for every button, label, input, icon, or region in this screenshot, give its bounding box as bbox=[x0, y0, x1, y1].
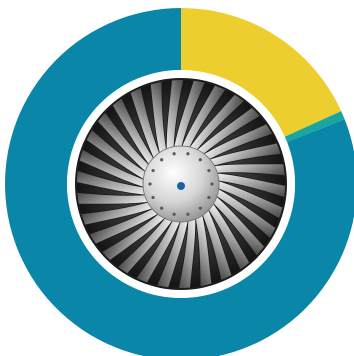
hub-bolt bbox=[186, 212, 190, 216]
hub-bolt bbox=[207, 195, 211, 200]
hub-center-dot bbox=[177, 182, 185, 190]
hub-bolts bbox=[148, 152, 214, 216]
hub-bolt bbox=[172, 212, 176, 216]
fan-blade bbox=[77, 142, 146, 189]
hub-bolt bbox=[186, 152, 190, 156]
fan-blade bbox=[151, 218, 189, 288]
fan-blade bbox=[214, 172, 285, 202]
hub-bolt bbox=[210, 182, 214, 186]
fan-blade bbox=[77, 201, 155, 229]
fan-blade bbox=[77, 166, 148, 196]
fan-blade bbox=[216, 179, 285, 226]
hub-bolt bbox=[151, 195, 155, 200]
fan-blade bbox=[125, 80, 161, 161]
fan-blade bbox=[128, 218, 182, 288]
hub-bolt bbox=[172, 152, 176, 156]
fan-blade bbox=[175, 216, 197, 288]
hub-bolt bbox=[160, 158, 164, 162]
fan-blade bbox=[77, 190, 151, 205]
hub-bolt bbox=[160, 206, 164, 210]
donut-slice-2 bbox=[284, 111, 345, 143]
donut-slice-1 bbox=[181, 8, 342, 137]
fan-blade bbox=[180, 80, 234, 150]
hub-bolt bbox=[198, 206, 202, 210]
hub-bolt bbox=[148, 182, 152, 186]
fan-blade bbox=[165, 80, 187, 152]
donut-slices bbox=[5, 8, 354, 356]
hub-bolt bbox=[207, 168, 211, 173]
hub-bolt bbox=[151, 168, 155, 173]
jet-engine-fan-image bbox=[67, 70, 295, 298]
fan-blade bbox=[211, 163, 285, 178]
hub-bolt bbox=[198, 158, 202, 162]
fan-blade bbox=[207, 139, 285, 167]
donut-slice-3 bbox=[5, 8, 354, 356]
fan-blade bbox=[201, 207, 237, 288]
fan-blade bbox=[173, 80, 211, 150]
fan-blade bbox=[148, 80, 168, 156]
fan-blades bbox=[77, 80, 285, 288]
fan-blade bbox=[194, 212, 214, 288]
